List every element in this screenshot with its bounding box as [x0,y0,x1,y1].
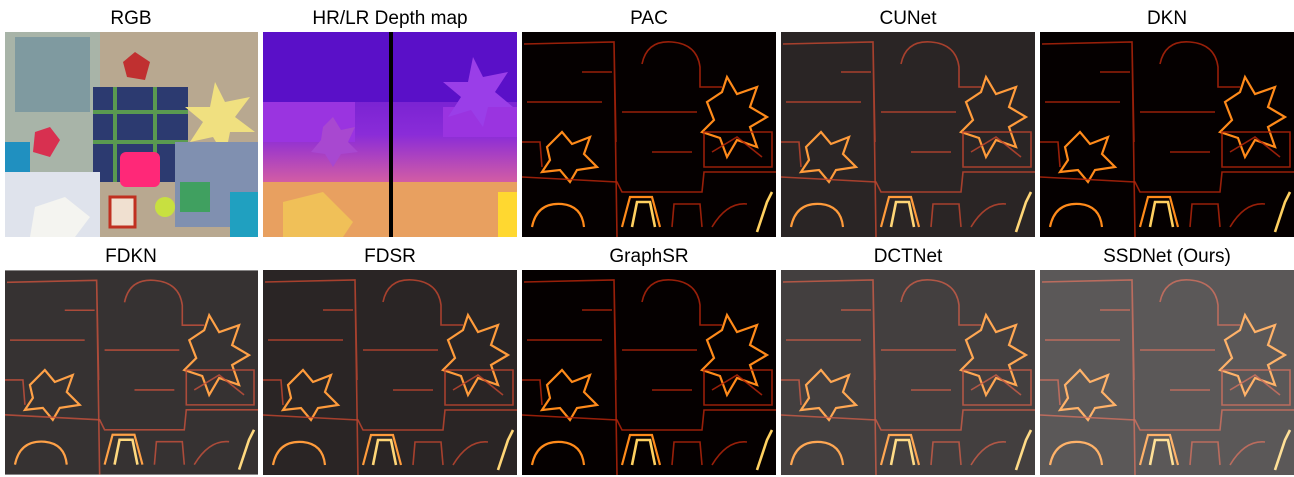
rgb-image [5,32,258,237]
panel-label: FDSR [364,246,416,267]
error-map [1040,32,1294,237]
figure: RGB HR/LR Depth map PAC CUNet DKN FDKN F… [0,0,1294,477]
panel-label: DCTNet [874,246,943,267]
page: RGB HR/LR Depth map PAC CUNet DKN FDKN F… [0,0,1294,477]
panel-label: CUNet [879,8,937,29]
error-map [522,270,776,475]
panel-label: HR/LR Depth map [312,8,467,29]
error-map [1040,270,1294,475]
depth-image [263,32,517,237]
panel-label: GraphSR [609,246,688,267]
panel-label: DKN [1147,8,1187,29]
error-map [5,270,258,474]
error-map [522,32,776,237]
panel-label: FDKN [105,246,157,267]
panel-label: SSDNet (Ours) [1103,246,1231,267]
panel-label: PAC [630,8,668,29]
error-map [263,270,517,475]
error-map [781,270,1035,475]
error-map [781,32,1035,237]
panel-label: RGB [110,8,151,29]
